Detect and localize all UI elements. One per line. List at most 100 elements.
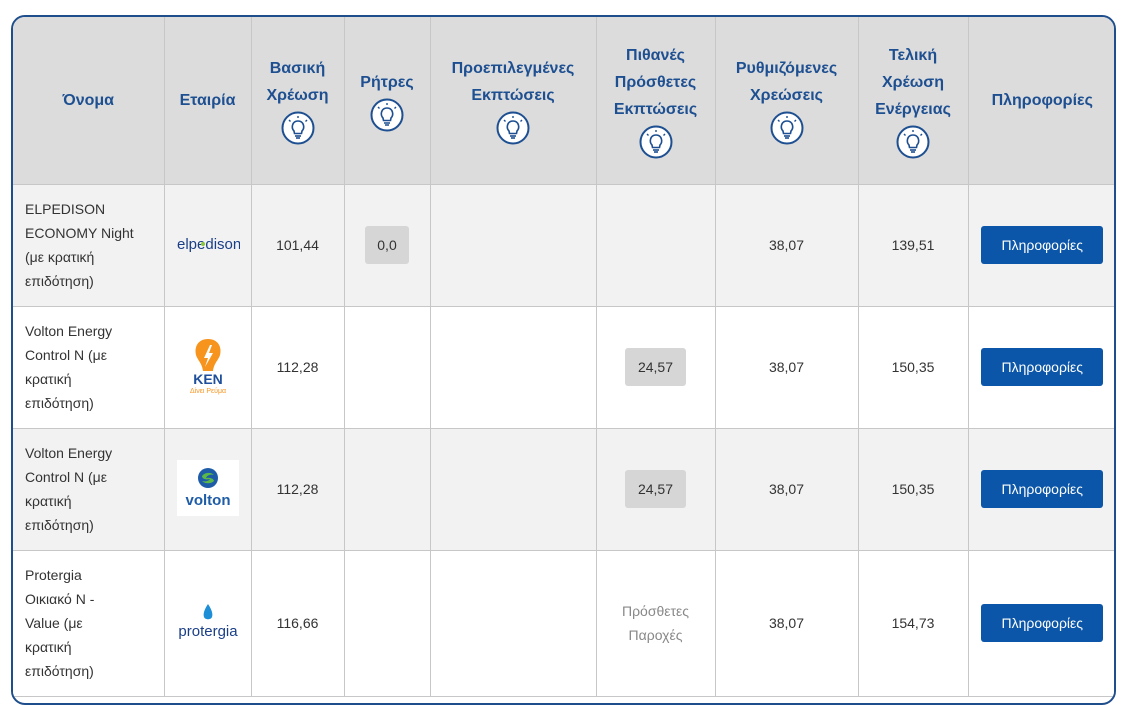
company-cell: volton [163, 427, 252, 551]
header-regulated-line2: Χρεώσεις [750, 87, 823, 105]
elpedison-logo: elpedison [177, 236, 240, 253]
volton-logo-text: volton [185, 492, 230, 509]
info-button[interactable]: Πληροφορίες [981, 470, 1104, 508]
regulated-cell: 38,07 [714, 305, 859, 429]
plan-name-line: Volton Energy [25, 323, 113, 339]
info-button[interactable]: Πληροφορίες [981, 348, 1104, 386]
tariff-table: Όνομα Εταιρία Βασική Χρέωση Ρήτρες Προεπ… [13, 17, 1114, 697]
regulated-cell: 38,07 [714, 183, 859, 307]
lightbulb-icon[interactable] [281, 111, 315, 145]
plan-name: Volton Energy Control N (με κρατική επιδ… [13, 427, 165, 551]
final-charge-cell: 154,73 [857, 549, 969, 697]
header-regulated-line1: Ρυθμιζόμενες [735, 60, 838, 78]
header-possible-discounts: Πιθανές Πρόσθετες Εκπτώσεις [595, 17, 716, 185]
preselected-cell [429, 427, 597, 551]
clauses-value: 0,0 [365, 226, 409, 264]
header-clauses-label: Ρήτρες [360, 73, 414, 91]
possible-cell: 24,57 [595, 427, 716, 551]
plan-name: Volton Energy Control N (με κρατική επιδ… [13, 305, 165, 429]
regulated-value: 38,07 [768, 481, 805, 497]
clauses-cell [343, 549, 431, 697]
header-final-charge: Τελική Χρέωση Ενέργειας [857, 17, 969, 185]
possible-discount-value: 24,57 [624, 348, 687, 386]
header-company: Εταιρία [163, 17, 252, 185]
plan-name-line: επιδότηση) [25, 273, 94, 289]
company-cell: elpedison [163, 183, 252, 307]
plan-name-line: ECONOMY Night [25, 225, 134, 241]
extra-benefits-line1[interactable]: Πρόσθετες [621, 603, 690, 619]
clauses-cell [343, 427, 431, 551]
plan-name-line: κρατική [25, 371, 72, 387]
final-charge-value: 139,51 [891, 237, 935, 253]
lightbulb-icon[interactable] [496, 111, 530, 145]
table-row: Protergia Οικιακό Ν - Value (με κρατική … [13, 549, 1114, 697]
header-possible-line3: Εκπτώσεις [613, 100, 698, 118]
header-possible-line1: Πιθανές [626, 46, 685, 64]
header-info: Πληροφορίες [967, 17, 1114, 185]
plan-name: Protergia Οικιακό Ν - Value (με κρατική … [13, 549, 165, 697]
base-charge-cell: 116,66 [250, 549, 345, 697]
header-company-label: Εταιρία [179, 91, 236, 109]
plan-name-line: κρατική [25, 493, 72, 509]
base-charge-value: 112,28 [276, 481, 319, 497]
preselected-cell [429, 183, 597, 307]
lightbulb-icon[interactable] [770, 111, 804, 145]
plan-name-line: Value (με [25, 615, 83, 631]
preselected-cell [429, 549, 597, 697]
regulated-value: 38,07 [768, 237, 805, 253]
info-cell: Πληροφορίες [967, 427, 1114, 551]
info-cell: Πληροφορίες [967, 305, 1114, 429]
base-charge-value: 116,66 [276, 615, 319, 631]
final-charge-value: 150,35 [891, 481, 935, 497]
final-charge-value: 150,35 [891, 359, 935, 375]
header-base-charge-line1: Βασική [269, 60, 326, 78]
ken-logo-subtext: Δίνει Ρεύμα [189, 387, 225, 395]
protergia-logo-text: protergia [178, 623, 238, 640]
header-preselected-discounts: Προεπιλεγμένες Εκπτώσεις [429, 17, 597, 185]
lightbulb-icon[interactable] [896, 125, 930, 159]
plan-name: ELPEDISON ECONOMY Night (με κρατική επιδ… [13, 183, 165, 307]
ken-logo: KEN Δίνει Ρεύμα [189, 338, 226, 395]
final-charge-cell: 150,35 [857, 305, 969, 429]
regulated-cell: 38,07 [714, 427, 859, 551]
base-charge-value: 112,28 [276, 359, 319, 375]
final-charge-value: 154,73 [891, 615, 935, 631]
plan-name-line: Control N (με [25, 347, 107, 363]
regulated-cell: 38,07 [714, 549, 859, 697]
plan-name-line: επιδότηση) [25, 517, 94, 533]
base-charge-cell: 112,28 [250, 427, 345, 551]
company-cell: KEN Δίνει Ρεύμα [163, 305, 252, 429]
final-charge-cell: 139,51 [857, 183, 969, 307]
header-possible-line2: Πρόσθετες [614, 73, 697, 91]
plan-name-line: επιδότηση) [25, 663, 94, 679]
header-preselected-line2: Εκπτώσεις [471, 87, 555, 105]
clauses-cell [343, 305, 431, 429]
base-charge-value: 101,44 [276, 237, 319, 253]
final-charge-cell: 150,35 [857, 427, 969, 551]
lightbulb-icon[interactable] [370, 98, 404, 132]
plan-name-line: (με κρατική [25, 249, 95, 265]
plan-name-line: κρατική [25, 639, 72, 655]
extra-benefits-line2[interactable]: Παροχές [628, 627, 683, 643]
base-charge-cell: 112,28 [250, 305, 345, 429]
info-button[interactable]: Πληροφορίες [981, 226, 1104, 264]
header-final-line3: Ενέργειας [875, 100, 951, 118]
info-button[interactable]: Πληροφορίες [981, 604, 1104, 642]
lightbulb-icon[interactable] [639, 125, 673, 159]
elpedison-logo-text: elpedison [177, 236, 240, 253]
clauses-cell: 0,0 [343, 183, 431, 307]
table-row: ELPEDISON ECONOMY Night (με κρατική επιδ… [13, 183, 1114, 307]
header-info-label: Πληροφορίες [991, 91, 1093, 109]
regulated-value: 38,07 [768, 359, 805, 375]
base-charge-cell: 101,44 [250, 183, 345, 307]
plan-name-line: Control N (με [25, 469, 107, 485]
possible-cell: 24,57 [595, 305, 716, 429]
plan-name-line: Οικιακό Ν - [25, 591, 95, 607]
info-cell: Πληροφορίες [967, 549, 1114, 697]
tariff-comparison-panel: Όνομα Εταιρία Βασική Χρέωση Ρήτρες Προεπ… [11, 15, 1116, 705]
header-base-charge: Βασική Χρέωση [250, 17, 345, 185]
header-name: Όνομα [13, 17, 165, 185]
table-row: Volton Energy Control N (με κρατική επιδ… [13, 427, 1114, 551]
info-cell: Πληροφορίες [967, 183, 1114, 307]
volton-logo: volton [176, 459, 239, 516]
